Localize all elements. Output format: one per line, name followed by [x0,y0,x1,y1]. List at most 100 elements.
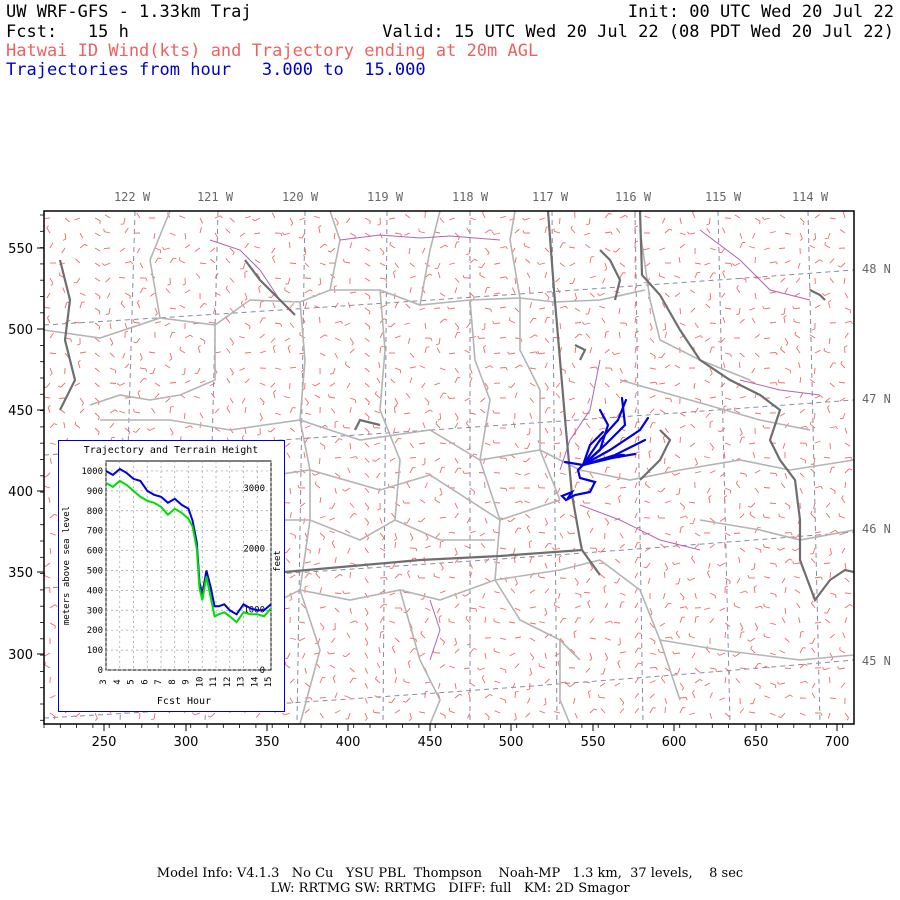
wind-barb-flag [54,604,58,607]
wind-barb [58,397,66,399]
wind-barb-flag [125,330,129,333]
wind-barb [634,557,639,564]
wind-barb-flag [430,338,433,342]
wind-barb [659,275,666,279]
wind-barb [674,472,681,476]
wind-barb [135,427,141,433]
wind-barb-flag [475,608,478,612]
wind-barb [394,667,397,675]
wind-barb [319,515,326,519]
wind-barb-flag [74,421,77,425]
wind-barb [649,422,654,429]
wind-barb [289,678,295,684]
wind-barb [304,247,307,255]
wind-barb [364,352,370,358]
inset-x-tick: 3 [99,679,109,684]
wind-barb [660,487,666,493]
wind-barb-flag [366,522,370,526]
wind-barb-flag [331,540,335,544]
wind-barb [781,617,786,624]
wind-barb [347,712,351,719]
wind-barb-flag [462,470,465,474]
wind-barb-flag [570,225,573,229]
wind-barb-flag [220,215,223,219]
wind-barb [584,322,591,325]
wind-barb [124,227,129,234]
wind-barb-flag [850,457,853,461]
wind-barb-flag [822,667,825,670]
wind-barb-flag [309,289,313,292]
wind-barb-flag [505,246,508,250]
wind-barb [259,302,262,309]
wind-barb [558,592,561,599]
wind-barb [214,232,219,239]
wind-barb-flag [610,620,613,624]
wind-barb [574,617,579,624]
wind-barb [749,514,756,519]
wind-barb [794,562,801,565]
wind-barb-flag [519,364,523,368]
wind-barb [739,632,742,639]
wind-barb [329,664,336,669]
wind-barb [406,517,411,524]
wind-barb [390,322,396,328]
wind-barb [679,322,686,327]
wind-barb [754,333,760,339]
wind-barb-flag [591,256,595,258]
wind-barb [634,662,639,669]
wind-barb [514,636,521,639]
wind-barb [45,382,51,388]
inset-x-tick: 13 [237,677,247,688]
wind-barb [511,287,516,294]
wind-barb [588,217,591,225]
wind-barb [304,573,310,579]
wind-barb [811,692,816,699]
wind-barb [479,532,486,537]
wind-barb-flag [324,334,328,337]
wind-barb-flag [717,652,720,656]
wind-barb [749,711,756,714]
wind-barb-flag [547,297,550,301]
wind-barb [514,364,521,369]
wind-barb-flag [762,306,765,310]
wind-barb [304,708,310,714]
wind-barb [480,408,486,414]
wind-barb [179,215,186,219]
wind-barb [694,543,700,549]
latitude-label: 47 N [862,392,891,406]
inset-x-tick: 6 [140,679,150,684]
wind-barb [709,367,713,374]
wind-barb [735,483,741,489]
wind-barb [289,407,294,414]
wind-barb-flag [739,433,743,436]
wind-barb-flag [170,405,174,408]
wind-barb [709,272,714,279]
wind-barb-flag [487,716,490,721]
wind-barb [409,287,412,294]
wind-barb-flag [324,243,328,246]
wind-barb [794,307,801,310]
wind-barb [404,681,411,684]
wind-barb [139,378,145,384]
wind-barb [75,258,81,264]
wind-barb [689,577,696,581]
wind-barb [94,232,101,237]
wind-barb [559,305,566,309]
wind-barb [482,592,486,599]
wind-barb-flag [610,367,613,372]
wind-barb [210,247,216,253]
wind-barb [347,467,351,474]
wind-barb [754,605,761,609]
wind-barb [184,289,191,294]
wind-barb [390,378,396,384]
wind-barb-flag [145,368,148,372]
wind-barb [634,617,639,624]
wind-barb-flag [289,598,293,601]
wind-barb [572,277,576,284]
wind-barb [439,562,444,569]
wind-barb [394,302,399,309]
wind-barb [571,362,576,369]
wind-barb [153,232,156,239]
wind-barb [314,305,321,309]
wind-barb-flag [287,345,291,348]
